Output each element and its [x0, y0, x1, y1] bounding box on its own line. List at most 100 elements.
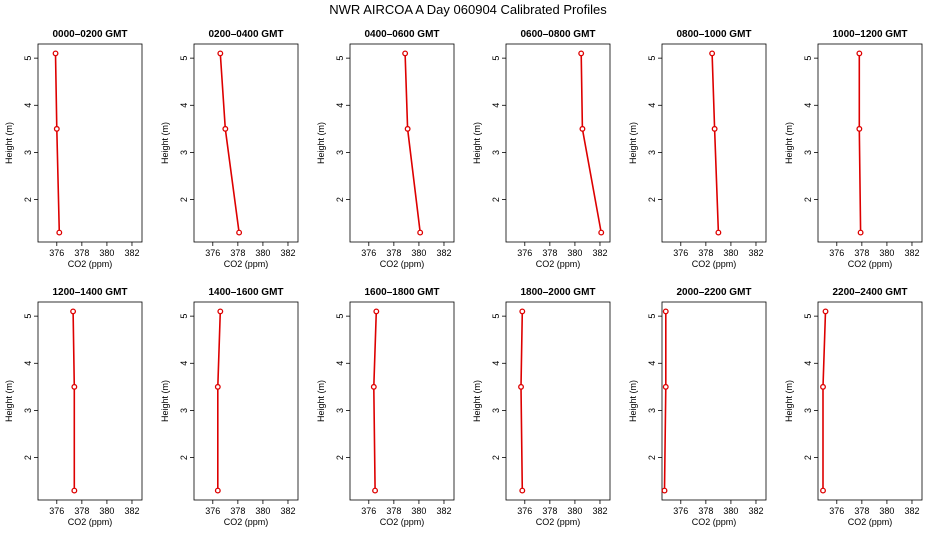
x-axis-label: CO2 (ppm): [536, 259, 581, 269]
x-tick-label: 382: [904, 506, 919, 516]
x-tick-label: 380: [879, 248, 894, 258]
profile-panel: 1600–1800 GMT 376 378 380 382 2 3 4 5 CO2 (ppm) He…: [316, 287, 455, 527]
y-axis-label: Height (m): [160, 122, 170, 164]
y-axis-label: Height (m): [472, 380, 482, 422]
x-axis-label: CO2 (ppm): [224, 517, 269, 527]
y-tick-label: 5: [335, 314, 345, 319]
y-axis-label: Height (m): [4, 122, 14, 164]
x-tick-label: 380: [723, 506, 738, 516]
profile-point: [519, 487, 526, 494]
panel-title: 1600–1800 GMT: [364, 287, 439, 298]
x-axis-label: CO2 (ppm): [536, 517, 581, 527]
y-tick-label: 3: [23, 408, 33, 413]
y-axis-label: Height (m): [784, 380, 794, 422]
x-tick-label: 382: [592, 506, 607, 516]
profile-point: [214, 383, 221, 390]
y-tick-label: 2: [647, 197, 657, 202]
profile-panel: 1800–2000 GMT 376 378 380 382 2 3 4 5 CO2 (ppm) He…: [472, 287, 611, 527]
profile-point: [417, 229, 424, 236]
profile-panel: 1000–1200 GMT 376 378 380 382 2 3 4 5 CO2 (ppm) He…: [784, 29, 923, 269]
plot-frame: [505, 301, 611, 501]
y-tick-label: 4: [179, 103, 189, 108]
y-tick-label: 4: [335, 103, 345, 108]
y-axis-label: Height (m): [628, 380, 638, 422]
plot-frame: [661, 301, 767, 501]
y-axis-label: Height (m): [160, 380, 170, 422]
x-axis-label: CO2 (ppm): [692, 517, 737, 527]
panel-title: 1200–1400 GMT: [52, 287, 127, 298]
y-tick-label: 3: [335, 150, 345, 155]
y-tick-label: 4: [491, 361, 501, 366]
panel-title: 0800–1000 GMT: [676, 29, 751, 40]
x-tick-label: 378: [230, 506, 245, 516]
x-tick-label: 378: [386, 248, 401, 258]
panel-title: 1400–1600 GMT: [208, 287, 283, 298]
y-tick-label: 2: [23, 455, 33, 460]
profile-point: [578, 50, 585, 57]
profile-line: [858, 53, 862, 233]
x-tick-label: 378: [74, 506, 89, 516]
panel-title: 1800–2000 GMT: [520, 287, 595, 298]
y-tick-label: 4: [647, 103, 657, 108]
y-tick-label: 2: [491, 455, 501, 460]
y-axis-label: Height (m): [4, 380, 14, 422]
x-tick-label: 380: [723, 248, 738, 258]
y-tick-label: 3: [491, 408, 501, 413]
y-tick-label: 5: [803, 314, 813, 319]
profile-point: [820, 487, 826, 494]
x-tick-label: 382: [592, 248, 607, 258]
panel-title: 2000–2200 GMT: [676, 287, 751, 298]
x-tick-label: 376: [517, 248, 532, 258]
y-tick-label: 2: [647, 455, 657, 460]
y-tick-label: 5: [179, 56, 189, 61]
profile-panel: 1400–1600 GMT 376 378 380 382 2 3 4 5 CO2 (ppm) He…: [160, 287, 299, 527]
profile-line: [54, 53, 61, 233]
profile-line: [822, 311, 827, 491]
panel-grid: 0000–0200 GMT 376 378 380 382 2 3 4 5 CO2 (ppm) He…: [4, 29, 923, 527]
x-tick-label: 376: [673, 506, 688, 516]
x-axis-label: CO2 (ppm): [68, 259, 113, 269]
x-tick-label: 376: [361, 248, 376, 258]
x-tick-label: 378: [542, 506, 557, 516]
profile-point: [222, 125, 229, 132]
y-tick-label: 3: [23, 150, 33, 155]
profile-point: [709, 50, 716, 57]
profile-point: [71, 383, 78, 390]
x-tick-label: 380: [99, 506, 114, 516]
y-tick-label: 5: [335, 56, 345, 61]
profile-point: [662, 308, 669, 315]
y-tick-label: 5: [647, 314, 657, 319]
x-tick-label: 382: [748, 506, 763, 516]
profile-point: [662, 383, 669, 390]
profile-line: [217, 311, 222, 491]
profile-point: [373, 308, 380, 315]
x-tick-label: 378: [854, 506, 869, 516]
profile-point: [56, 229, 63, 236]
profile-line: [404, 53, 421, 233]
panel-title: 2200–2400 GMT: [832, 287, 907, 298]
profile-panel: 0800–1000 GMT 376 378 380 382 2 3 4 5 CO2 (ppm) He…: [628, 29, 767, 269]
x-tick-label: 376: [361, 506, 376, 516]
x-axis-label: CO2 (ppm): [380, 259, 425, 269]
profile-line: [219, 53, 240, 233]
y-tick-label: 4: [23, 103, 33, 108]
y-tick-label: 2: [803, 455, 813, 460]
plot-frame: [817, 301, 923, 501]
profile-line: [711, 53, 720, 233]
y-tick-label: 3: [647, 150, 657, 155]
profile-point: [53, 125, 60, 132]
y-tick-label: 4: [803, 361, 813, 366]
profile-panel: 0400–0600 GMT 376 378 380 382 2 3 4 5 CO2 (ppm) He…: [316, 29, 455, 269]
x-tick-label: 382: [436, 506, 451, 516]
panel-title: 0000–0200 GMT: [52, 29, 127, 40]
panel-title: 1000–1200 GMT: [832, 29, 907, 40]
x-tick-label: 382: [280, 506, 295, 516]
profile-point: [217, 50, 224, 57]
y-tick-label: 4: [491, 103, 501, 108]
y-tick-label: 2: [803, 197, 813, 202]
x-tick-label: 382: [124, 506, 139, 516]
x-tick-label: 378: [698, 248, 713, 258]
plot-frame: [505, 43, 611, 243]
profile-point: [519, 308, 526, 315]
